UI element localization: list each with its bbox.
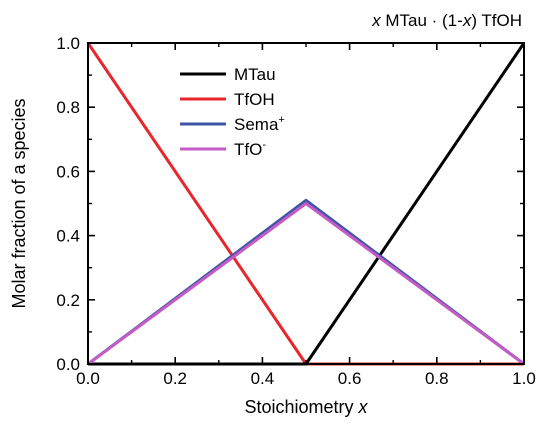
legend-label-mtau: MTau xyxy=(234,65,276,84)
x-tick-label: 0.4 xyxy=(251,369,275,388)
y-tick-label: 0.8 xyxy=(56,98,80,117)
y-tick-label: 0.2 xyxy=(56,291,80,310)
legend-label-sema: Sema+ xyxy=(234,114,285,134)
y-tick-label: 0.4 xyxy=(56,227,80,246)
x-axis-title: Stoichiometry x xyxy=(244,397,368,417)
x-tick-label: 0.6 xyxy=(338,369,362,388)
series-line-tfo xyxy=(87,202,525,366)
legend: MTau TfOH Sema+ TfO- xyxy=(180,65,285,159)
x-tick-label: 0.0 xyxy=(76,369,100,388)
chart-title: x MTau · (1-x) TfOH xyxy=(371,11,522,30)
x-tick-label: 0.2 xyxy=(163,369,187,388)
y-tick-label: 0.6 xyxy=(56,162,80,181)
y-tick-label: 1.0 xyxy=(56,34,80,53)
y-axis-title: Molar fraction of a species xyxy=(9,98,29,308)
legend-label-tfoh: TfOH xyxy=(234,90,275,109)
x-tick-label: 0.8 xyxy=(425,369,449,388)
ticks-layer: 0.0 0.2 0.4 0.6 0.8 1.0 0.0 0.2 0.4 0.6 0.8 1.0 xyxy=(56,34,535,388)
series-line-sema xyxy=(87,198,525,366)
series-layer xyxy=(86,42,526,366)
x-tick-label: 1.0 xyxy=(512,369,536,388)
legend-label-tfo: TfO- xyxy=(234,139,266,159)
y-tick-label: 0.0 xyxy=(56,355,80,374)
